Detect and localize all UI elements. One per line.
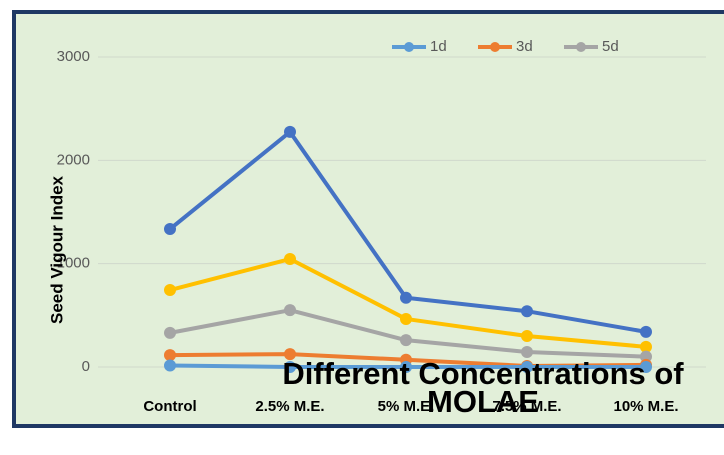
y-tick-label: 3000 — [57, 48, 90, 65]
x-tick-label: Control — [143, 398, 196, 415]
data-point — [164, 349, 176, 362]
data-point — [164, 223, 176, 236]
legend-marker — [490, 42, 500, 52]
y-axis-title: Seed Vigour Index — [47, 175, 66, 324]
x-tick-label: 7.5% M.E. — [492, 398, 561, 415]
data-point — [400, 291, 412, 304]
data-point — [400, 361, 412, 373]
y-tick-label: 2000 — [57, 151, 90, 168]
data-point — [164, 326, 176, 339]
x-tick-label: 10% M.E. — [613, 398, 678, 415]
data-point — [164, 284, 176, 297]
data-point — [284, 348, 296, 361]
data-point — [521, 330, 533, 342]
data-point — [521, 305, 533, 318]
legend-label: 1d — [430, 38, 447, 55]
data-point — [640, 325, 652, 338]
x-tick-label: 5% M.E. — [378, 398, 435, 415]
grid: 0 1000 2000 3000 — [57, 48, 706, 375]
data-point — [640, 340, 652, 353]
legend-label: 3d — [516, 38, 533, 55]
x-axis-title: Different Concentrations of MOLAE — [282, 356, 684, 419]
y-tick-label: 0 — [82, 358, 90, 375]
data-point — [284, 304, 296, 317]
data-point — [284, 253, 296, 266]
data-point — [521, 346, 533, 359]
data-point — [284, 125, 296, 138]
legend-marker — [404, 42, 414, 52]
legend-label: 5d — [602, 38, 619, 55]
data-point — [400, 312, 412, 325]
x-tick-label: 2.5% M.E. — [255, 398, 324, 415]
y-tick-label: 1000 — [57, 255, 90, 272]
data-point — [640, 350, 652, 363]
data-point — [284, 361, 296, 373]
data-point — [164, 359, 176, 372]
data-point — [521, 361, 533, 373]
plot — [164, 125, 652, 373]
legend-marker — [576, 42, 586, 52]
data-point — [400, 334, 412, 347]
data-point — [640, 361, 652, 373]
